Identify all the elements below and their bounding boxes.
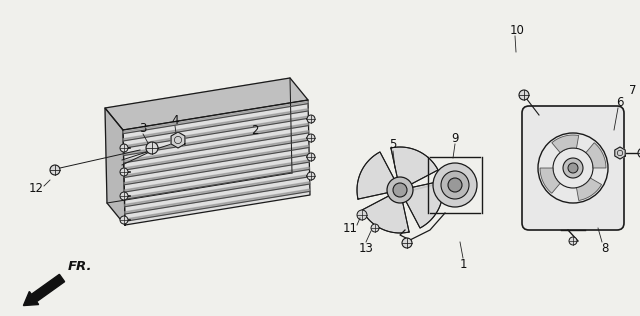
- Text: 9: 9: [451, 131, 459, 144]
- Text: 4: 4: [172, 113, 179, 126]
- Circle shape: [50, 165, 60, 175]
- Polygon shape: [124, 123, 308, 155]
- Circle shape: [441, 171, 469, 199]
- Circle shape: [357, 210, 367, 220]
- Circle shape: [120, 168, 128, 176]
- Polygon shape: [124, 138, 309, 170]
- Polygon shape: [123, 100, 310, 225]
- Circle shape: [638, 148, 640, 158]
- Circle shape: [569, 237, 577, 245]
- Circle shape: [146, 142, 158, 154]
- Circle shape: [307, 134, 315, 142]
- Text: 11: 11: [342, 222, 358, 234]
- Polygon shape: [125, 174, 310, 207]
- Polygon shape: [586, 143, 606, 168]
- Circle shape: [120, 144, 128, 152]
- Text: 13: 13: [358, 241, 373, 254]
- Circle shape: [307, 115, 315, 123]
- Circle shape: [120, 216, 128, 224]
- Polygon shape: [123, 101, 308, 134]
- Polygon shape: [171, 132, 185, 148]
- Polygon shape: [124, 160, 309, 192]
- Text: 3: 3: [140, 121, 147, 135]
- Circle shape: [568, 163, 578, 173]
- Polygon shape: [362, 196, 409, 233]
- Circle shape: [371, 224, 379, 232]
- Polygon shape: [552, 135, 579, 153]
- Text: 2: 2: [252, 124, 259, 137]
- Circle shape: [393, 183, 407, 197]
- Circle shape: [307, 153, 315, 161]
- FancyBboxPatch shape: [522, 106, 624, 230]
- Circle shape: [519, 90, 529, 100]
- Polygon shape: [406, 181, 443, 228]
- Polygon shape: [124, 116, 308, 148]
- Text: 8: 8: [602, 241, 609, 254]
- Polygon shape: [125, 189, 310, 221]
- Text: 10: 10: [509, 23, 524, 37]
- Polygon shape: [615, 147, 625, 159]
- Text: 5: 5: [389, 138, 397, 151]
- Polygon shape: [124, 153, 309, 185]
- Circle shape: [387, 177, 413, 203]
- Polygon shape: [124, 131, 308, 163]
- Text: 7: 7: [629, 83, 637, 96]
- FancyArrow shape: [24, 274, 65, 306]
- Circle shape: [307, 172, 315, 180]
- Text: FR.: FR.: [68, 260, 93, 273]
- Polygon shape: [124, 167, 310, 199]
- Polygon shape: [105, 108, 125, 225]
- Polygon shape: [123, 109, 308, 141]
- Circle shape: [433, 163, 477, 207]
- Circle shape: [402, 238, 412, 248]
- Text: 6: 6: [616, 96, 624, 110]
- Circle shape: [563, 158, 583, 178]
- Polygon shape: [577, 178, 602, 200]
- Polygon shape: [391, 147, 438, 185]
- Circle shape: [120, 192, 128, 200]
- Polygon shape: [125, 182, 310, 214]
- Text: 1: 1: [460, 258, 467, 271]
- Text: 12: 12: [29, 181, 44, 195]
- Polygon shape: [357, 152, 394, 199]
- Polygon shape: [540, 168, 560, 193]
- Polygon shape: [105, 78, 308, 130]
- Circle shape: [448, 178, 462, 192]
- Polygon shape: [124, 145, 309, 178]
